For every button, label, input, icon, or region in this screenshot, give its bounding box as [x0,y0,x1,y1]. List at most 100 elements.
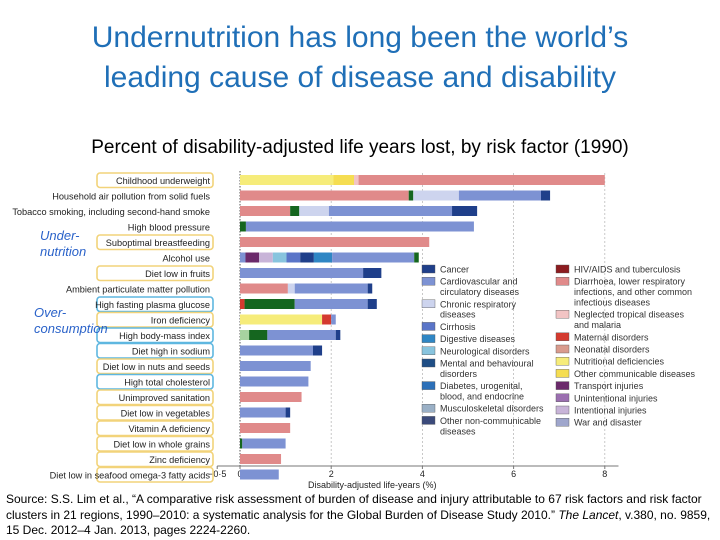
bar-high-blood-pressure-seg-1 [245,221,474,232]
bar-alcohol-use-seg-4 [286,252,301,263]
source-text-end: , v.380, no. 9859, 15 Dec. 2012–4 Jan. 2… [6,507,711,538]
source-text: Source: S.S. Lim et al., “A comparative … [6,492,702,522]
bar-high-body-mass-index-seg-2 [267,330,336,340]
legend-right-label-7-0: Transport injuries [574,381,644,391]
bar-household-air-pollution-from-solid-fuels-seg-1 [408,190,414,201]
legend-left-label-7-1: blood, and endocrine [440,392,524,402]
source-journal: The Lancet [558,507,619,522]
legend-left-swatch-0 [421,264,436,274]
legend-left-label-9-0: Other non-communicable [440,416,541,426]
bar-diet-high-in-sodium-seg-1 [312,345,323,356]
bar-high-body-mass-index-seg-0 [240,330,250,340]
bar-tobacco-smoking-including-second-hand-smoke-seg-0 [240,206,291,216]
category-label-high-body-mass-index: High body-mass index [119,331,210,341]
bar-childhood-underweight-seg-2 [354,175,359,185]
legend-right-swatch-6 [555,369,570,378]
legend-left-swatch-3 [421,322,436,331]
category-label-vitamin-a-deficiency: Vitamin A deficiency [128,424,210,434]
category-label-ambient-particulate-matter-pollution: Ambient particulate matter pollution [66,285,210,295]
x-tick-label-0: −0·5 [208,469,226,479]
bar-unimproved-sanitation-seg-0 [240,392,302,402]
highlight-under-suboptimal-breastfeeding [96,234,214,251]
category-label-diet-low-in-fruits: Diet low in fruits [145,269,210,279]
legend-left-label-2-1: diseases [440,310,476,320]
bar-diet-high-in-sodium-seg-0 [240,345,313,356]
legend-left-swatch-9 [421,416,436,425]
bar-household-air-pollution-from-solid-fuels-seg-4 [540,190,551,201]
bar-alcohol-use-seg-2 [259,252,273,263]
category-label-high-blood-pressure: High blood pressure [128,223,210,233]
category-label-suboptimal-breastfeeding: Suboptimal breastfeeding [106,238,210,248]
category-label-childhood-underweight: Childhood underweight [116,176,210,186]
legend-right-label-4-0: Neonatal disorders [574,345,650,355]
bar-high-fasting-plasma-glucose-seg-2 [294,299,368,309]
legend-left-label-6-0: Mental and behavioural [440,359,534,369]
undernutrition-label: Under- nutrition [40,228,87,259]
category-label-alcohol-use: Alcohol use [163,254,211,264]
legend-left-swatch-6 [421,358,436,368]
group-label-undernutrition: Under- nutrition [40,228,86,260]
bar-alcohol-use-seg-5 [300,252,314,263]
bar-tobacco-smoking-including-second-hand-smoke-seg-1 [290,206,300,216]
bar-diet-low-in-vegetables-seg-1 [285,407,291,418]
category-label-diet-high-in-sodium: Diet high in sodium [132,347,210,357]
bar-ambient-particulate-matter-pollution-seg-1 [287,283,295,294]
category-label-diet-low-in-seafood-omega-3-fatty-acids: Diet low in seafood omega-3 fatty acids [50,471,211,481]
bar-diet-low-in-fruits-seg-0 [240,268,364,278]
bar-diet-low-in-vegetables-seg-0 [240,407,286,418]
group-label-overconsumption: Over- consumption [34,305,108,337]
chart-subtitle: Percent of disability-adjusted life year… [91,137,629,158]
category-label-iron-deficiency: Iron deficiency [151,316,211,326]
legend-left-swatch-4 [421,334,436,343]
bar-household-air-pollution-from-solid-fuels-seg-3 [458,190,541,201]
category-label-diet-low-in-nuts-and-seeds: Diet low in nuts and seeds [103,362,211,372]
bar-alcohol-use-seg-7 [332,252,415,263]
category-label-zinc-deficiency: Zinc deficiency [149,455,210,465]
bar-childhood-underweight-seg-0 [240,175,334,185]
bar-high-blood-pressure-seg-0 [240,221,246,232]
source-citation: Source: S.S. Lim et al., “A comparative … [6,492,718,539]
legend-left-swatch-5 [421,346,436,355]
legend-right-swatch-4 [555,344,570,354]
bar-iron-deficiency-seg-2 [331,314,336,325]
category-label-tobacco-smoking-including-second-hand-smoke: Tobacco smoking, including second-hand s… [12,207,210,217]
bar-diet-low-in-whole-grains-seg-1 [242,438,286,449]
legend-right-swatch-10 [555,418,570,427]
bar-high-fasting-plasma-glucose-seg-0 [240,299,245,309]
bar-diet-low-in-fruits-seg-1 [363,268,382,278]
legend-right-swatch-1 [555,277,570,286]
category-label-unimproved-sanitation: Unimproved sanitation [119,393,210,403]
bar-ambient-particulate-matter-pollution-seg-3 [367,283,373,294]
bar-high-fasting-plasma-glucose-seg-3 [367,299,377,309]
bar-high-body-mass-index-seg-3 [335,330,341,340]
bar-tobacco-smoking-including-second-hand-smoke-seg-4 [452,206,478,216]
highlight-over-high-total-cholesterol [96,373,214,390]
highlight-under-diet-low-in-vegetables [96,404,214,421]
bar-household-air-pollution-from-solid-fuels-seg-2 [413,190,459,201]
highlight-under-childhood-underweight [96,172,214,189]
highlight-over-diet-high-in-sodium [96,342,214,359]
highlight-under-unimproved-sanitation [96,389,214,406]
legend-right-swatch-7 [555,381,570,390]
category-label-diet-low-in-whole-grains: Diet low in whole grains [113,440,210,450]
bar-alcohol-use-seg-8 [414,252,419,263]
legend-right-label-2-0: Neglected tropical diseases [574,310,685,320]
legend-left-label-4-0: Digestive diseases [440,334,516,344]
bar-high-total-cholesterol-seg-0 [240,376,309,387]
bar-high-body-mass-index-seg-1 [249,330,268,340]
bar-household-air-pollution-from-solid-fuels-seg-0 [240,190,409,201]
legend-right-label-5-0: Nutritional deficiencies [574,357,665,367]
legend-right-label-8-0: Unintentional injuries [574,393,658,403]
legend-right-label-1-2: infectious diseases [574,298,651,308]
overconsumption-label: Over- consumption [34,305,108,336]
bar-childhood-underweight-seg-3 [358,175,605,185]
legend-left-label-1-0: Cardiovascular and [440,277,518,287]
bar-diet-low-in-whole-grains-seg-0 [240,438,243,449]
legend-left-label-3-0: Cirrhosis [440,322,476,332]
legend-left-label-5-0: Neurological disorders [440,346,530,356]
legend-right-label-3-0: Maternal disorders [574,332,649,342]
bar-alcohol-use-seg-1 [245,252,260,263]
legend-left-label-0-0: Cancer [440,265,469,275]
legend-left-swatch-8 [421,404,436,413]
legend-right-label-1-1: infections, and other common [574,287,692,297]
